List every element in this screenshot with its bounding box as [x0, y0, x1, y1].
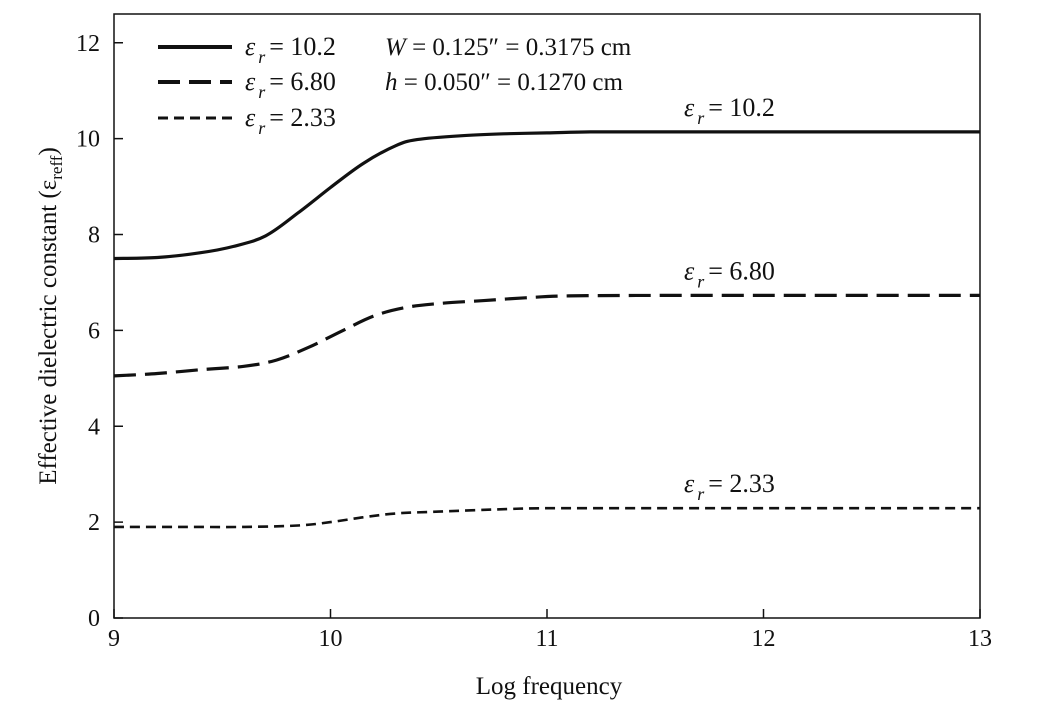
x-tick-label: 10	[319, 626, 343, 652]
dimension-notes: W = 0.125″ = 0.3175 cm h = 0.050″ = 0.12…	[385, 34, 632, 96]
x-tick-label: 11	[535, 626, 558, 652]
x-tick-label: 12	[752, 626, 776, 652]
curve-label-2: ε r = 2.33	[684, 469, 775, 504]
x-axis-ticks: 9 10 11 12 13	[108, 609, 992, 652]
x-axis-title: Log frequency	[476, 673, 623, 700]
curve-label-1: ε r = 6.80	[684, 256, 775, 291]
legend-entry-10-2: ε r = 10.2	[245, 32, 336, 67]
series-line-2	[114, 506, 980, 529]
y-tick-label: 0	[88, 606, 100, 632]
legend-entry-2-33: ε r = 2.33	[245, 103, 336, 138]
legend-entry-6-80: ε r = 6.80	[245, 67, 336, 102]
y-axis-ticks: 0 2 4 6 8 10 12	[76, 31, 123, 632]
y-tick-label: 10	[76, 127, 100, 153]
y-tick-label: 4	[88, 414, 100, 440]
series-line-0	[113, 130, 980, 261]
curve-labels: ε r = 10.2 ε r = 6.80 ε r = 2.33	[684, 93, 775, 504]
x-tick-label: 9	[108, 626, 120, 652]
y-axis-title: Effective dielectric constant (εreff)	[35, 147, 66, 485]
x-tick-label: 13	[968, 626, 992, 652]
series-line-1	[113, 293, 980, 378]
y-tick-label: 2	[88, 510, 100, 536]
data-curves	[113, 130, 980, 529]
height-note: h = 0.050″ = 0.1270 cm	[385, 69, 623, 96]
curve-label-0: ε r = 10.2	[684, 93, 775, 128]
y-tick-label: 8	[88, 223, 100, 249]
legend: ε r = 10.2 ε r = 6.80 ε r = 2.33	[158, 32, 336, 138]
width-note: W = 0.125″ = 0.3175 cm	[385, 34, 632, 61]
y-tick-label: 6	[88, 318, 100, 344]
y-tick-label: 12	[76, 31, 100, 57]
